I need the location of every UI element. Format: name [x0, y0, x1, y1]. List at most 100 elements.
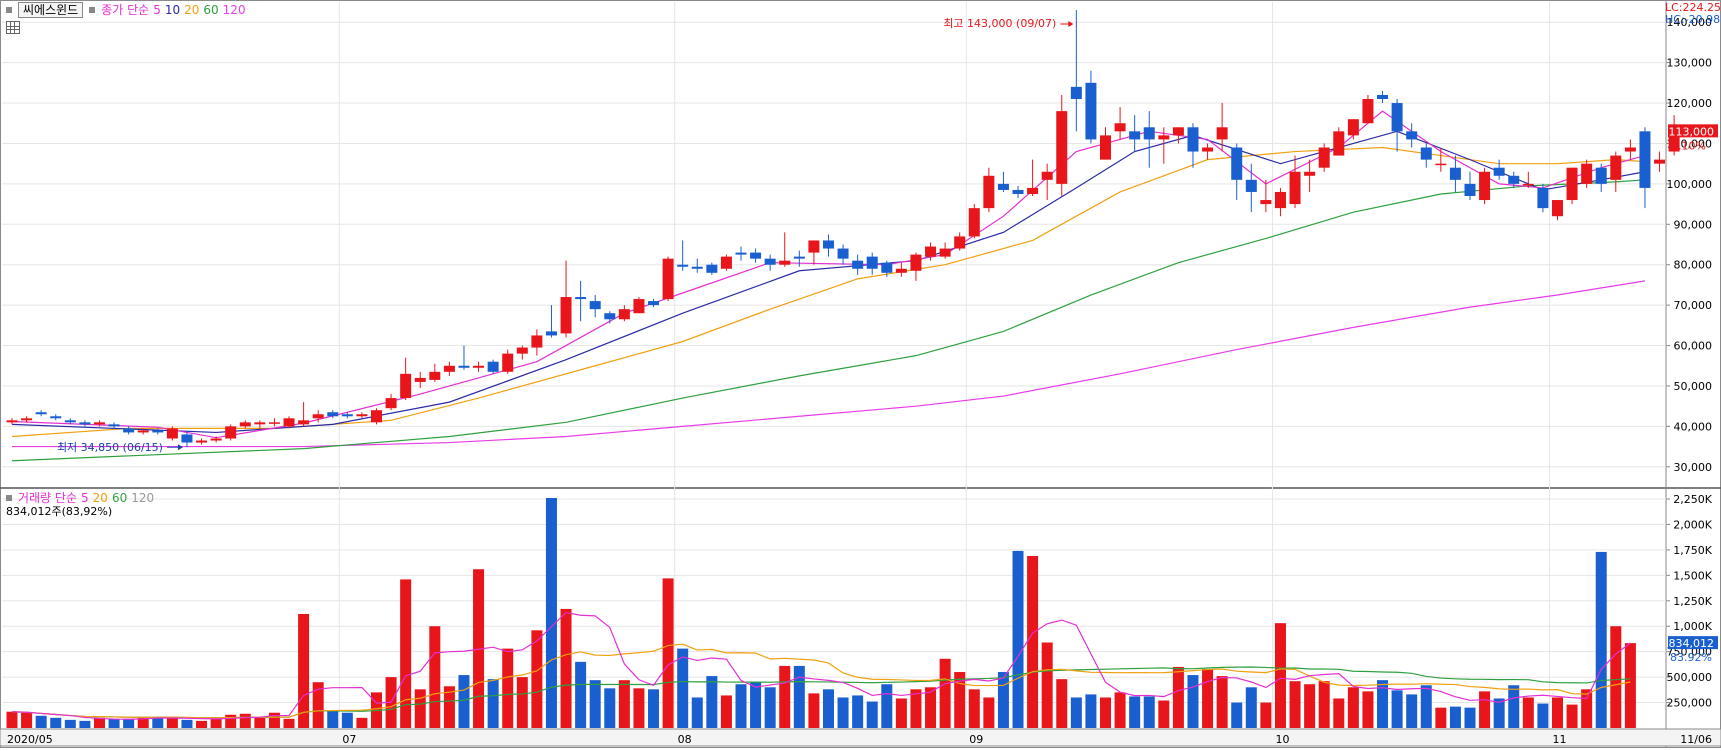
legend-ma120: 120: [222, 2, 246, 17]
volume-bar: [196, 720, 208, 728]
price-tick-label: 120,000: [1667, 97, 1713, 110]
candle-body: [1508, 175, 1520, 184]
candle-body: [954, 236, 966, 249]
candle: [1508, 171, 1520, 188]
candle: [21, 416, 33, 423]
candle-body: [239, 422, 251, 427]
candle: [312, 410, 324, 423]
candle: [35, 410, 47, 417]
candle-body: [560, 297, 572, 334]
volume-bar: [1289, 681, 1301, 728]
candle-body: [1114, 123, 1126, 132]
volume-bar: [1464, 707, 1476, 728]
x-tick-label: 2020/05: [7, 733, 53, 746]
candle: [837, 244, 849, 265]
candle: [1143, 111, 1155, 168]
volume-bar: [1624, 643, 1636, 728]
volume-bar: [677, 648, 689, 728]
candle: [1362, 94, 1374, 124]
volume-bar: [589, 680, 601, 728]
candle: [1566, 167, 1578, 205]
candle-body: [1537, 187, 1549, 209]
candle-body: [1377, 94, 1389, 99]
candle-body: [808, 240, 820, 253]
candle-body: [108, 424, 120, 427]
legend-vma5: 5: [81, 490, 89, 505]
volume-bar: [866, 701, 878, 728]
candle: [298, 402, 310, 427]
volume-bar: [852, 695, 864, 728]
price-tick-label: 130,000: [1667, 57, 1713, 70]
volume-bar: [997, 672, 1009, 728]
candle: [93, 420, 105, 427]
ma120-line: [12, 280, 1646, 448]
candle-body: [589, 301, 601, 310]
volume-bar: [837, 697, 849, 728]
candle: [64, 418, 76, 425]
candle-body: [968, 208, 980, 237]
candle-body: [1406, 131, 1418, 140]
stock-name[interactable]: 씨에스윈드: [18, 1, 84, 18]
candle-body: [458, 365, 470, 368]
volume-bar: [64, 719, 76, 728]
candle: [1274, 187, 1286, 217]
candle: [808, 240, 820, 265]
candle: [487, 359, 499, 374]
volume-bar: [79, 720, 91, 728]
price-tick-label: 90,000: [1674, 218, 1713, 231]
candle-body: [1449, 167, 1461, 180]
candle: [400, 357, 412, 401]
candle: [152, 428, 164, 435]
volume-bar: [1085, 694, 1097, 728]
candle-body: [414, 377, 426, 382]
candle: [793, 250, 805, 267]
candle: [123, 426, 135, 435]
candle: [1172, 127, 1184, 144]
volume-bar: [1362, 691, 1374, 728]
candle-body: [327, 412, 339, 417]
volume-tick-label: 1,250K: [1673, 595, 1712, 608]
candle: [1464, 171, 1476, 201]
candle: [6, 418, 18, 425]
volume-bar: [1420, 685, 1432, 728]
volume-bar: [604, 688, 616, 728]
volume-tick-label: 500,000: [1667, 671, 1713, 684]
volume-bar: [1595, 551, 1607, 728]
volume-bar: [400, 579, 412, 728]
candle: [196, 438, 208, 445]
volume-bar: [1129, 696, 1141, 728]
table-grid-icon[interactable]: [6, 21, 20, 34]
candle: [939, 242, 951, 259]
volume-bar: [1377, 680, 1389, 728]
candle: [648, 299, 660, 308]
candle: [1595, 163, 1607, 192]
volume-bar: [764, 687, 776, 728]
candle: [137, 428, 149, 435]
volume-bar: [210, 718, 222, 728]
candle: [1624, 139, 1636, 160]
low-annotation: 최저 34,850 (06/15): [57, 441, 163, 454]
volume-bar: [137, 717, 149, 728]
volume-bar: [881, 684, 893, 728]
candle-body: [1216, 127, 1228, 140]
candle: [706, 262, 718, 275]
candle: [1114, 107, 1126, 140]
candle-body: [1172, 127, 1184, 136]
candle-body: [1639, 131, 1651, 188]
candle-body: [545, 331, 557, 336]
volume-bar: [1610, 626, 1622, 728]
candle-body: [341, 414, 353, 417]
volume-bar: [575, 661, 587, 728]
volume-bar: [1114, 692, 1126, 728]
volume-bar: [1158, 700, 1170, 728]
candle-body: [793, 256, 805, 259]
volume-bar: [341, 712, 353, 728]
x-tick-label: 11: [1552, 733, 1566, 746]
volume-bar: [225, 714, 237, 728]
volume-bar: [443, 686, 455, 728]
x-axis-band: [0, 728, 1721, 747]
candle: [473, 361, 485, 372]
candle: [1610, 151, 1622, 192]
high-annotation: 최고 143,000 (09/07): [943, 17, 1056, 30]
